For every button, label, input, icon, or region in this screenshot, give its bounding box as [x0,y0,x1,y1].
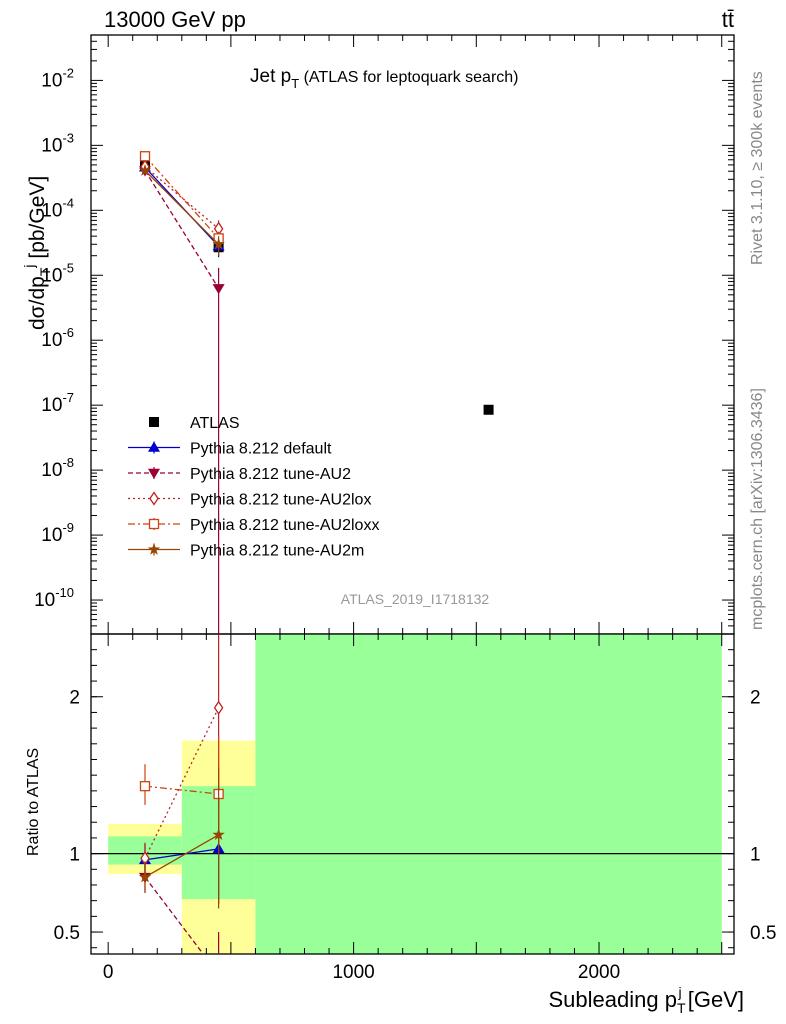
main-ytick-label: 10-3 [41,130,74,156]
main-frame [90,34,735,635]
ratio-line-3 [144,785,219,795]
ratio-band-green-2 [255,634,722,954]
ratio-ytick-label: 2 [69,688,80,709]
ratio-data [138,634,225,980]
main-data [138,151,494,634]
main-ytick-label: 10-7 [41,390,74,416]
legend-label: Pythia 8.212 tune-AU2m [190,543,364,560]
ratio-point [212,828,225,840]
legend-marker [148,518,160,530]
legend-label: ATLAS [190,415,240,432]
ratio-ytick-label-right: 2 [750,688,761,709]
main-ytick-label: 10-8 [41,455,74,481]
main-ytick-label: 10-9 [41,520,74,546]
legend-label: Pythia 8.212 default [190,441,332,458]
legend-marker [149,491,159,506]
series-line-2 [144,170,220,289]
x-axis-label: Subleading pTj [GeV] [549,984,745,1016]
ratio-ytick-label: 0.5 [54,923,80,944]
ratio-point [138,870,152,883]
main-ytick-label: 10-2 [41,65,74,91]
main-ytick-label: 10-5 [41,260,74,286]
main-ylabel: dσ/dpTj [pb/GeV] [21,176,53,330]
legend-label: Pythia 8.212 tune-AU2 [190,466,351,483]
data-point [139,151,151,162]
main-ytick-label: 10-10 [34,585,74,611]
legend-marker [148,441,160,452]
ratio-line-4 [144,834,219,878]
main-title: Jet pT (ATLAS for leptoquark search) [250,66,519,91]
ratio-point [213,700,224,715]
data-point [212,237,225,250]
series-line-5 [144,170,220,245]
main-ytick-label: 10-6 [41,325,74,351]
ratio-ytick-label-right: 0.5 [750,923,776,944]
data-point [138,164,152,176]
data-point [483,404,494,415]
ratio-panel: 0 1000 2000 0.5 0.5 1 1 2 2 [54,633,776,983]
xtick-label: 2000 [578,962,620,983]
main-panel: 10-10 10-9 10-8 10-7 10-6 10-5 10-4 10-3 10-2 ATL… [34,34,735,635]
ratio-line-1 [144,876,204,954]
series-line-3 [144,166,220,230]
ratio-frame [90,633,735,955]
xtick-label: 0 [103,962,114,983]
ratio-ylabel: Ratio to ATLAS [25,748,42,856]
legend-marker [149,417,159,427]
legend-label: Pythia 8.212 tune-AU2lox [190,492,371,509]
ratio-point [213,970,225,980]
header-left: 13000 GeV pp [104,7,246,32]
ratio-line-0 [144,848,219,861]
series-line-4 [144,155,220,239]
analysis-watermark: ATLAS_2019_I1718132 [341,591,490,607]
xtick-label: 1000 [332,962,374,983]
ratio-point [139,781,151,792]
main-ytick-label: 10-4 [41,195,74,221]
header-right: tt̄ [722,7,734,32]
legend-marker [148,468,160,479]
ratio-ytick-label-right: 1 [750,845,761,866]
mcplots-label: mcplots.cern.ch [arXiv:1306.3436] [749,388,766,630]
legend-marker [147,543,161,555]
rivet-label: Rivet 3.1.10, ≥ 300k events [749,71,766,265]
legend-label: Pythia 8.212 tune-AU2loxx [190,517,379,534]
ratio-ytick-label: 1 [69,845,80,866]
data-point [212,284,225,295]
